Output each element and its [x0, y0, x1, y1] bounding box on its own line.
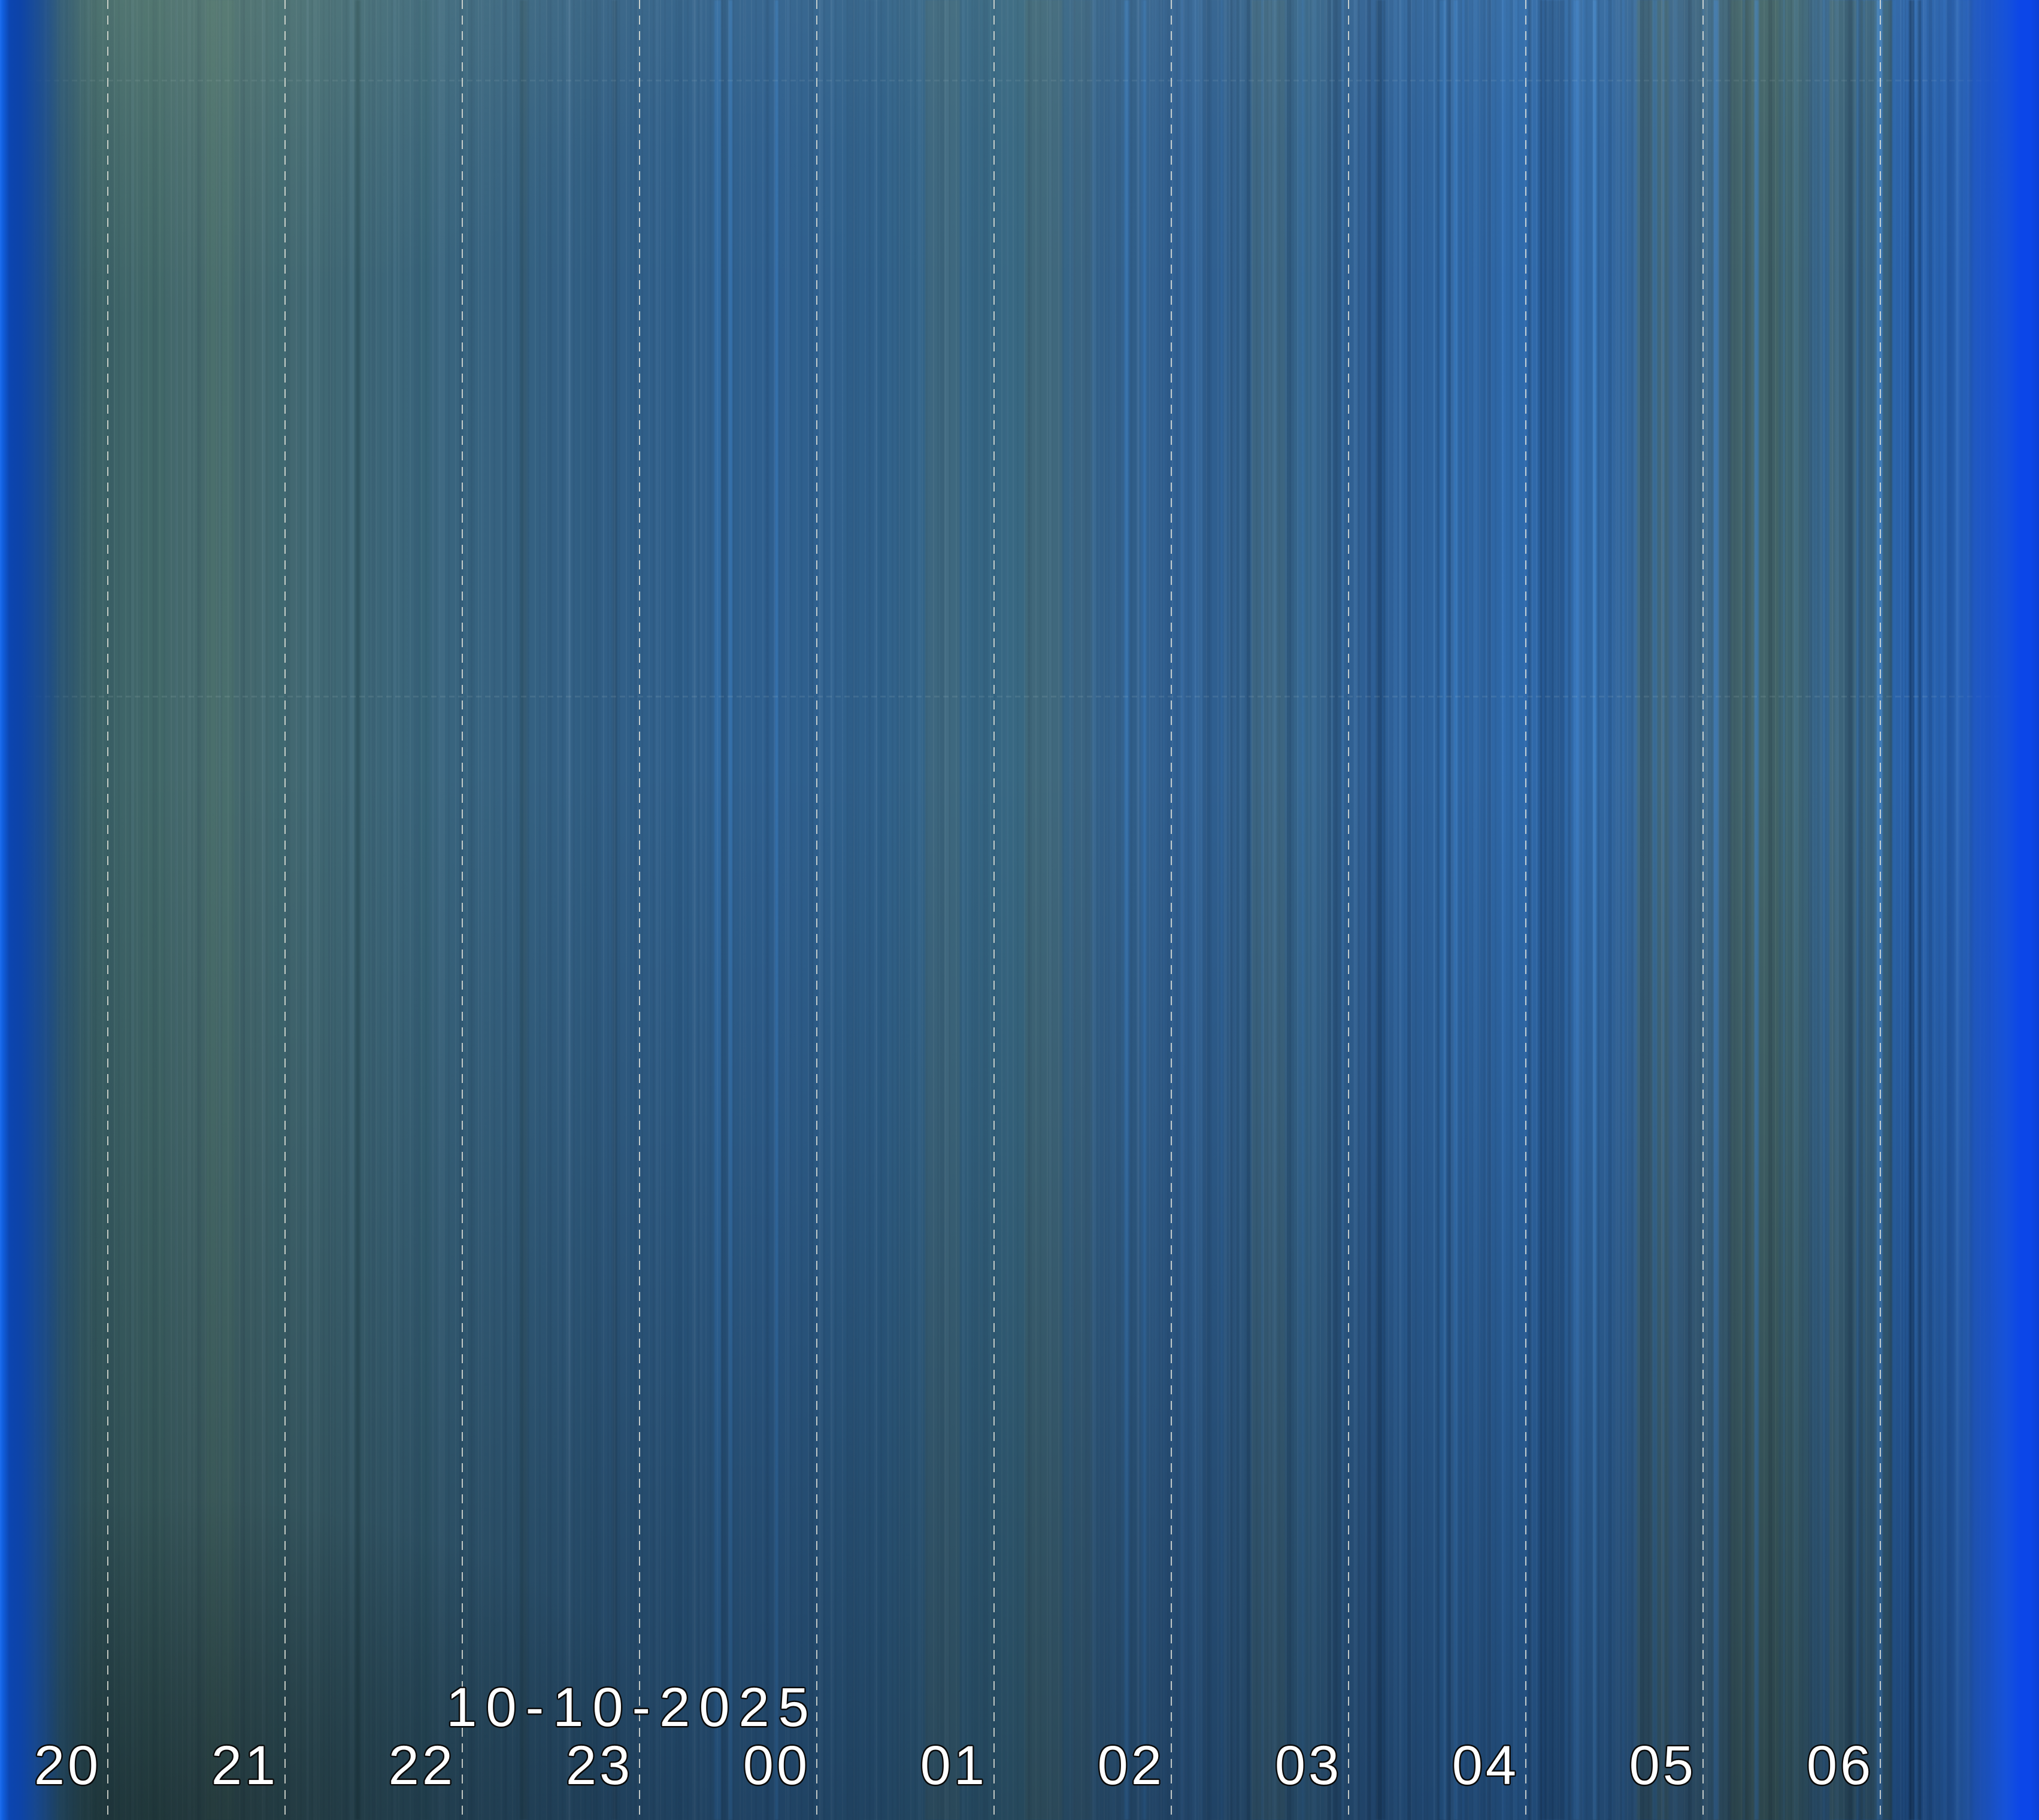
aurora-streak: [1877, 0, 1883, 1820]
hour-tick-label: 23: [565, 1735, 634, 1797]
hour-tick-label: 06: [1806, 1735, 1874, 1797]
aurora-streak: [1637, 0, 1669, 1820]
slit-scan-texture-right: [1060, 0, 2039, 1820]
hour-gridline: [461, 0, 463, 1820]
hour-gridline: [993, 0, 995, 1820]
hour-tick-label: 01: [920, 1735, 988, 1797]
aurora-streak: [1714, 0, 1719, 1820]
aurora-streak: [862, 0, 886, 1820]
aurora-streak: [1892, 0, 1895, 1820]
aurora-streak: [775, 0, 778, 1820]
aurora-streak: [271, 0, 286, 1820]
aurora-streak: [355, 0, 360, 1820]
aurora-streak: [144, 0, 164, 1820]
aurora-streak: [1252, 0, 1285, 1820]
hour-tick-label: 22: [388, 1735, 456, 1797]
aurora-streak: [1909, 0, 1914, 1820]
hour-tick-label: 02: [1097, 1735, 1165, 1797]
hour-gridline: [1348, 0, 1350, 1820]
aurora-streak: [670, 0, 689, 1820]
right-edge-glow: [1913, 0, 2039, 1820]
aurora-streak: [1143, 0, 1146, 1820]
aurora-streak: [1593, 0, 1596, 1820]
scanline-artifact: [0, 80, 2039, 82]
aurora-streak: [1515, 0, 1529, 1820]
aurora-streak: [612, 0, 617, 1820]
date-label: 10-10-2025: [446, 1676, 818, 1738]
aurora-streak: [1125, 0, 1129, 1820]
aurora-streak: [1440, 0, 1446, 1820]
aurora-streak: [576, 0, 596, 1820]
hour-gridline: [1702, 0, 1704, 1820]
aurora-streak: [1755, 0, 1759, 1820]
aurora-streak: [1208, 0, 1224, 1820]
aurora-streak: [1376, 0, 1385, 1820]
hour-tick-label: 03: [1274, 1735, 1343, 1797]
aurora-streak: [1574, 0, 1579, 1820]
aurora-streak: [1074, 0, 1092, 1820]
hour-gridline: [1170, 0, 1172, 1820]
aurora-streak: [729, 0, 732, 1820]
hour-gridline: [107, 0, 109, 1820]
hour-gridline: [1880, 0, 1882, 1820]
hour-tick-label: 04: [1452, 1735, 1520, 1797]
hour-tick-label: 05: [1629, 1735, 1696, 1797]
aurora-streak: [714, 0, 721, 1820]
scanline-artifact: [0, 695, 2039, 697]
aurora-streak: [207, 0, 234, 1820]
aurora-streak: [1454, 0, 1458, 1820]
aurora-streak: [1653, 0, 1657, 1820]
aurora-streak: [1025, 0, 1062, 1820]
aurora-streak: [1540, 0, 1564, 1820]
left-edge-glow: [0, 0, 102, 1820]
hour-gridline: [816, 0, 818, 1820]
aurora-streak: [1856, 0, 1860, 1820]
hour-gridline: [639, 0, 641, 1820]
aurora-streak: [1607, 0, 1610, 1820]
hour-tick-label: 21: [211, 1735, 279, 1797]
aurora-streak: [520, 0, 528, 1820]
aurora-streak: [419, 0, 430, 1820]
aurora-streak: [925, 0, 960, 1820]
hour-tick-label: 00: [743, 1735, 811, 1797]
hour-gridline: [1525, 0, 1526, 1820]
hour-tick-label: 20: [34, 1735, 102, 1797]
hour-gridline: [284, 0, 286, 1820]
